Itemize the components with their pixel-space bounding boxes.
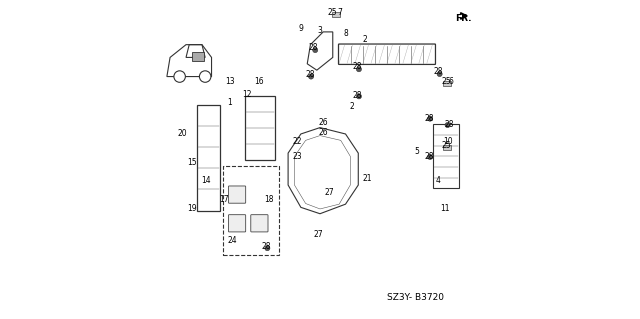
Text: 28: 28 bbox=[424, 152, 434, 161]
Text: 28: 28 bbox=[262, 242, 271, 251]
Text: 28: 28 bbox=[308, 43, 317, 52]
Text: 4: 4 bbox=[436, 176, 440, 185]
Circle shape bbox=[265, 246, 270, 251]
Text: 6: 6 bbox=[449, 77, 454, 86]
Text: 1: 1 bbox=[227, 98, 232, 107]
Text: 25: 25 bbox=[441, 77, 451, 86]
Text: 18: 18 bbox=[264, 195, 274, 204]
Text: 28: 28 bbox=[444, 120, 454, 129]
Circle shape bbox=[437, 71, 442, 77]
Text: 2: 2 bbox=[362, 35, 367, 44]
Bar bbox=[193, 52, 204, 61]
Text: 16: 16 bbox=[254, 77, 264, 86]
Text: 9: 9 bbox=[298, 24, 303, 33]
Text: 27: 27 bbox=[324, 189, 334, 197]
Text: 15: 15 bbox=[187, 158, 196, 167]
FancyBboxPatch shape bbox=[228, 186, 246, 203]
FancyBboxPatch shape bbox=[223, 166, 278, 255]
Circle shape bbox=[356, 67, 362, 72]
Circle shape bbox=[174, 71, 186, 82]
Text: 26: 26 bbox=[318, 118, 328, 127]
Circle shape bbox=[428, 154, 433, 160]
Text: 14: 14 bbox=[202, 176, 211, 185]
Bar bbox=[332, 12, 340, 17]
Text: 26: 26 bbox=[318, 128, 328, 137]
Circle shape bbox=[428, 116, 433, 121]
Circle shape bbox=[308, 74, 314, 79]
Text: 12: 12 bbox=[243, 90, 252, 99]
Text: 24: 24 bbox=[227, 236, 237, 245]
Text: FR.: FR. bbox=[456, 14, 472, 23]
Text: 28: 28 bbox=[353, 91, 362, 100]
Text: 10: 10 bbox=[443, 137, 452, 146]
Text: 28: 28 bbox=[434, 67, 444, 76]
Circle shape bbox=[200, 71, 211, 82]
Text: 28: 28 bbox=[424, 114, 434, 122]
FancyBboxPatch shape bbox=[228, 215, 246, 232]
Text: 19: 19 bbox=[187, 204, 196, 213]
Text: 13: 13 bbox=[225, 77, 235, 86]
Bar bbox=[443, 81, 451, 86]
Text: 25: 25 bbox=[328, 8, 337, 17]
Circle shape bbox=[356, 94, 362, 99]
Text: 17: 17 bbox=[220, 195, 229, 204]
Text: 7: 7 bbox=[337, 8, 342, 17]
Text: 25: 25 bbox=[441, 141, 451, 150]
Circle shape bbox=[445, 122, 450, 128]
Text: 5: 5 bbox=[415, 147, 420, 156]
Text: 2: 2 bbox=[349, 102, 355, 111]
Text: 27: 27 bbox=[314, 230, 323, 239]
FancyBboxPatch shape bbox=[339, 44, 435, 64]
Text: 21: 21 bbox=[362, 174, 372, 183]
Text: 3: 3 bbox=[317, 26, 323, 35]
Circle shape bbox=[313, 48, 318, 53]
Text: 11: 11 bbox=[440, 204, 450, 213]
Text: 20: 20 bbox=[177, 130, 187, 138]
Text: 28: 28 bbox=[353, 63, 362, 71]
Bar bbox=[443, 145, 451, 150]
Text: 28: 28 bbox=[305, 70, 314, 79]
Text: 22: 22 bbox=[292, 137, 302, 146]
Text: SZ3Y- B3720: SZ3Y- B3720 bbox=[387, 293, 444, 302]
Text: 8: 8 bbox=[344, 29, 349, 38]
FancyBboxPatch shape bbox=[251, 215, 268, 232]
Text: 23: 23 bbox=[292, 152, 302, 161]
